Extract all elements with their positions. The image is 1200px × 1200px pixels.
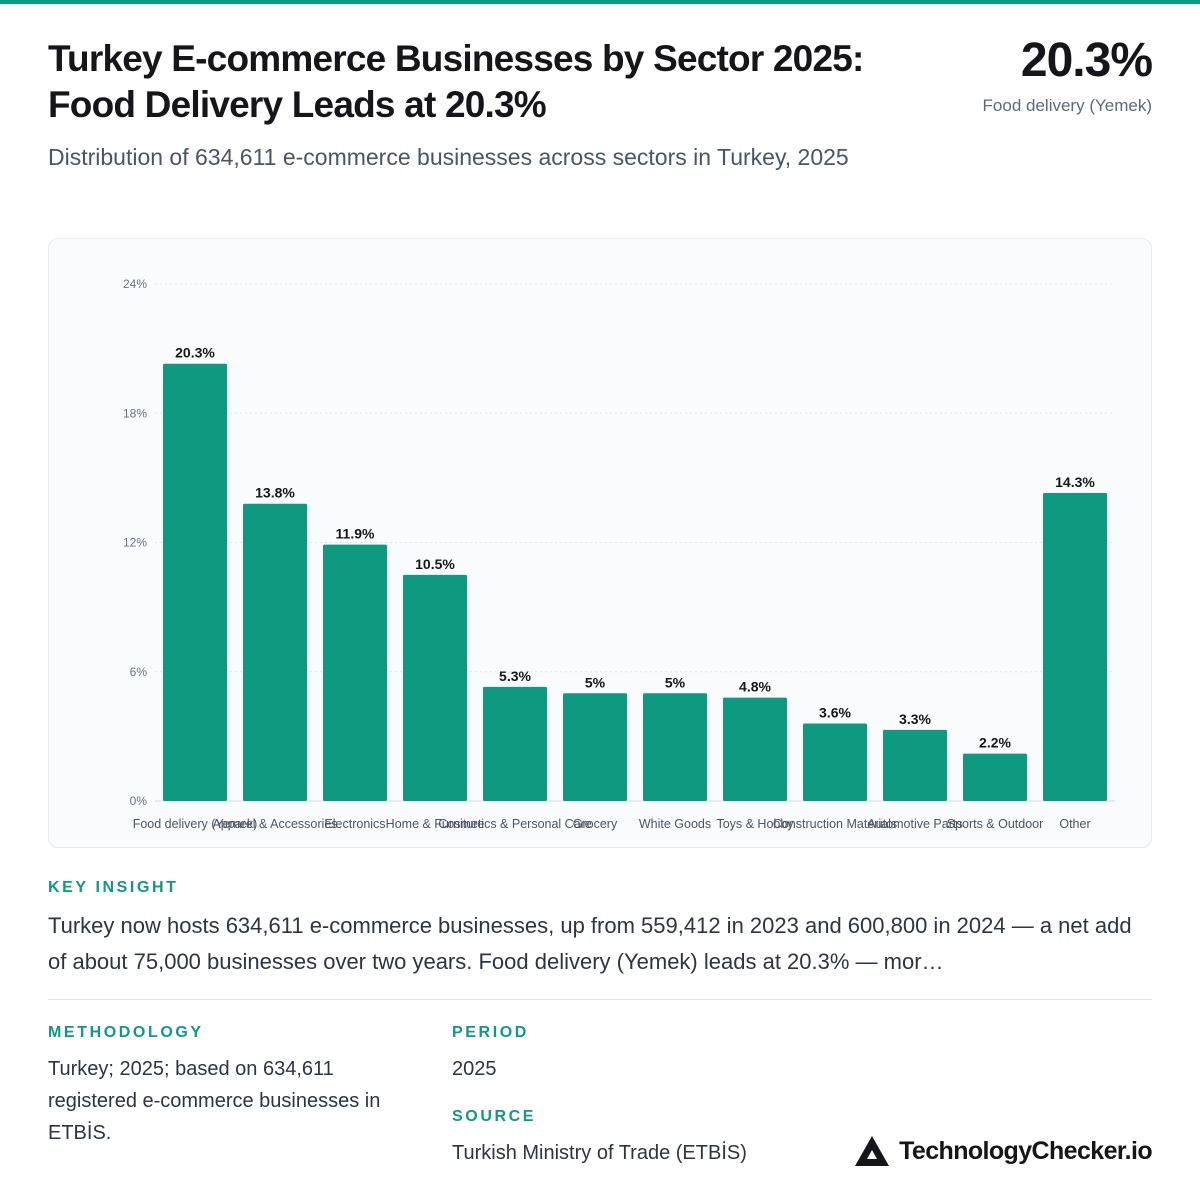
bar-value-label: 10.5% (415, 556, 455, 572)
x-tick-label: Electronics (324, 817, 385, 831)
key-insight-label: KEY INSIGHT (48, 879, 179, 896)
bar (563, 693, 627, 801)
period-value: 2025 (452, 1058, 497, 1080)
bar-value-label: 5.3% (499, 668, 531, 684)
title-line-2: Food Delivery Leads at 20.3% (48, 84, 547, 125)
period-label: PERIOD (452, 1024, 529, 1041)
section-divider (48, 999, 1152, 1000)
x-tick-label: Other (1059, 817, 1090, 831)
x-tick-label: Construction Materials (773, 817, 897, 831)
bar-value-label: 20.3% (175, 345, 215, 361)
page-subtitle: Distribution of 634,611 e-commerce busin… (48, 144, 849, 170)
bar (1043, 492, 1107, 801)
top-accent-rule (0, 0, 1200, 4)
bar-value-label: 3.6% (819, 704, 851, 720)
bar (723, 697, 787, 801)
kpi-label: Food delivery (Yemek) (982, 96, 1152, 115)
x-tick-label: Apparel & Accessories (212, 817, 337, 831)
bar (643, 693, 707, 801)
kpi-value: 20.3% (1020, 34, 1153, 87)
bar-value-label: 13.8% (255, 485, 295, 501)
bar-value-label: 3.3% (899, 711, 931, 727)
bar (323, 544, 387, 801)
brand-name: TechnologyChecker.io (899, 1136, 1152, 1165)
bar (403, 574, 467, 801)
bar (163, 363, 227, 801)
chart-card: 0% 6% 12% 18% 24% 20.3% 13.8% 11.9% 10.5% 5.3% 5%… (48, 238, 1152, 848)
source-label: SOURCE (452, 1108, 537, 1125)
triangle-logo-icon (855, 1136, 890, 1166)
x-tick-label: White Goods (639, 817, 711, 831)
bar (803, 723, 867, 801)
x-tick-label: Cosmetics & Personal Care (438, 817, 592, 831)
page-title: Turkey E-commerce Businesses by Sector 2… (48, 36, 928, 128)
y-tick-label: 0% (130, 794, 148, 808)
methodology-text: Turkey; 2025; based on 634,611 registere… (48, 1058, 381, 1144)
source-value: Turkish Ministry of Trade (ETBİS) (452, 1142, 747, 1164)
bar-chart: 0% 6% 12% 18% 24% 20.3% 13.8% 11.9% 10.5% 5.3% 5%… (123, 277, 1115, 831)
y-tick-label: 6% (130, 665, 148, 679)
bar (963, 753, 1027, 801)
title-line-1: Turkey E-commerce Businesses by Sector 2… (48, 38, 864, 79)
methodology-label: METHODOLOGY (48, 1024, 204, 1041)
bar-value-label: 11.9% (336, 526, 375, 542)
x-tick-label: Food delivery (Yemek) (133, 817, 258, 831)
bar-value-label: 5% (585, 674, 606, 690)
bars-layer (163, 363, 1107, 801)
x-axis-ticks: Food delivery (Yemek)Apparel & Accessori… (133, 817, 1091, 831)
brand-logo: TechnologyChecker.io (854, 1135, 1153, 1167)
bar-value-label: 5% (665, 674, 686, 690)
y-tick-label: 18% (123, 406, 147, 420)
bar-value-label: 14.3% (1055, 474, 1095, 490)
bar (483, 686, 547, 801)
x-tick-label: Toys & Hobby (716, 817, 794, 831)
bar (243, 503, 307, 801)
value-labels-layer: 20.3% 13.8% 11.9% 10.5% 5.3% 5% 5% 4.8% 3.6% 3.3%… (175, 345, 1095, 751)
bar (883, 729, 947, 801)
bar-value-label: 4.8% (739, 679, 771, 695)
y-tick-label: 24% (123, 277, 147, 291)
x-tick-label: Automotive Parts (867, 817, 962, 831)
x-tick-label: Grocery (573, 817, 618, 831)
key-insight-text: Turkey now hosts 634,611 e-commerce busi… (48, 913, 1132, 974)
grid-layer (155, 283, 1115, 802)
x-tick-label: Sports & Outdoor (947, 817, 1044, 831)
x-tick-label: Home & Furniture (386, 817, 485, 831)
y-tick-label: 12% (123, 536, 147, 550)
bar-value-label: 2.2% (979, 735, 1011, 751)
y-axis-ticks: 0% 6% 12% 18% 24% (123, 277, 147, 808)
